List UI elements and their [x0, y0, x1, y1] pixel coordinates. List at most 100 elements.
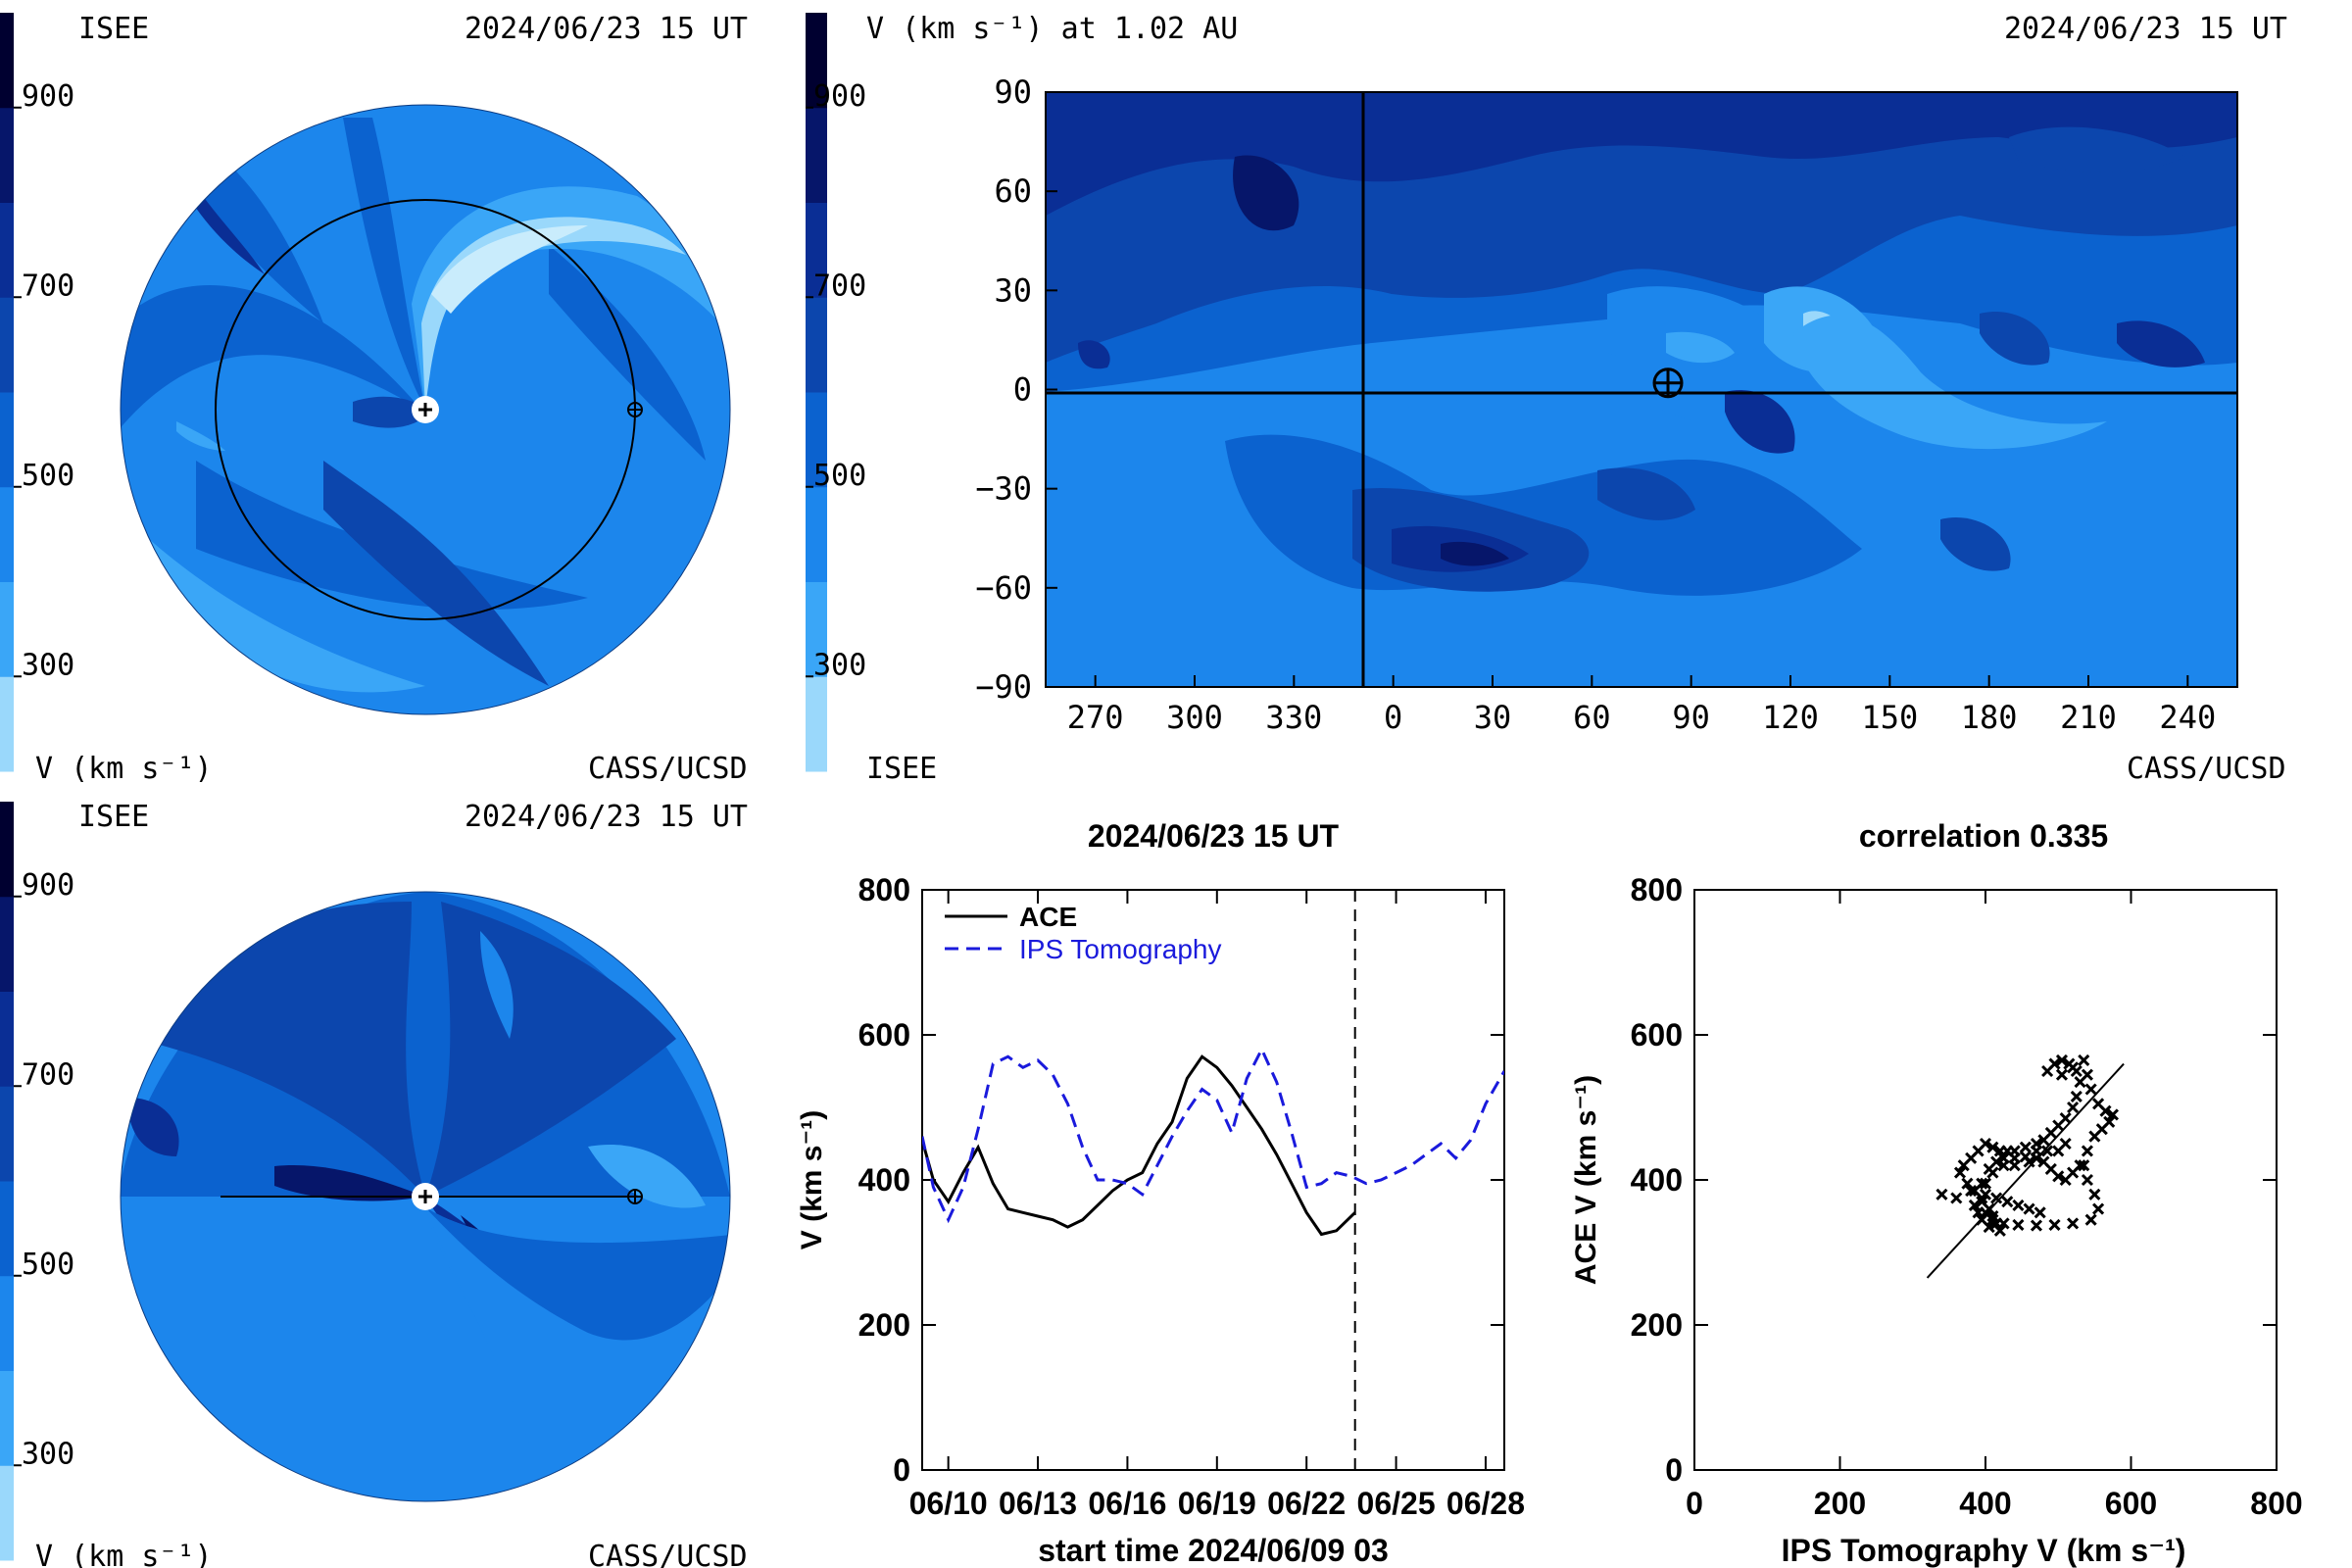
map-x-tick-label: 90 — [1672, 699, 1710, 736]
ts-y-tick-label: 800 — [858, 872, 910, 907]
map-x-tick-label: 180 — [1961, 699, 2018, 736]
scatter-point — [2106, 1108, 2119, 1121]
map-y-tick-label: −90 — [975, 668, 1032, 706]
colorbar-tick-label: 300 — [813, 648, 866, 682]
ecliptic-left-label: ISEE — [78, 12, 149, 46]
scatter-xlabel: IPS Tomography V (km s⁻¹) — [1782, 1533, 2186, 1568]
colorbar-tick-label: 900 — [22, 868, 74, 903]
scatter-point — [2055, 1068, 2069, 1081]
scatter-point — [2023, 1202, 2035, 1215]
scatter-point — [1953, 1166, 1967, 1179]
map-y-tick-label: 30 — [994, 271, 1032, 309]
scatter-point — [2067, 1101, 2080, 1114]
sc-x-tick-label: 0 — [1686, 1486, 1703, 1521]
colorbar-band — [806, 581, 827, 677]
scatter-point — [2067, 1061, 2080, 1074]
scatter-point — [1979, 1177, 1992, 1190]
sc-x-tick-label: 400 — [1959, 1486, 2011, 1521]
scatter-point — [2092, 1202, 2105, 1215]
timeseries-ylabel: V (km s⁻¹) — [796, 1110, 828, 1250]
scatter-point — [1979, 1188, 1992, 1200]
ts-x-tick-label: 06/16 — [1088, 1486, 1166, 1521]
map-x-tick-label: 0 — [1384, 699, 1402, 736]
map-bottom-right: CASS/UCSD — [2127, 752, 2286, 786]
scatter-point — [1979, 1206, 1992, 1219]
ecliptic-panel: 900 700 500 300 ISEE 2024/06/23 15 UT V (km… — [0, 12, 748, 786]
scatter-point — [1986, 1209, 1999, 1223]
colorbar-tick-label: 900 — [813, 79, 866, 114]
scatter-point — [2088, 1188, 2101, 1200]
series-line-ace — [922, 1054, 1356, 1237]
map-x-tick-label: 30 — [1474, 699, 1512, 736]
ecliptic-speed-map — [120, 104, 731, 715]
scatter-point — [2030, 1145, 2043, 1157]
colorbar-band — [806, 107, 827, 203]
scatter-point — [1986, 1166, 1999, 1179]
meridional-units-label: V (km s⁻¹) — [35, 1540, 213, 1568]
ts-x-tick-label: 06/19 — [1178, 1486, 1256, 1521]
scatter-y-ticks: 0 200 400 600 800 — [1631, 872, 2277, 1488]
scatter-title: correlation 0.335 — [1859, 818, 2108, 854]
scatter-point — [2084, 1213, 2097, 1226]
scatter-point — [1997, 1159, 2010, 1172]
sc-y-tick-label: 0 — [1665, 1452, 1683, 1488]
scatter-point — [1986, 1141, 1999, 1153]
colorbar-band — [0, 896, 14, 992]
ts-y-tick-label: 600 — [858, 1017, 910, 1053]
scatter-point — [2019, 1151, 2032, 1163]
ts-x-tick-label: 06/25 — [1357, 1486, 1436, 1521]
scatter-point — [2084, 1083, 2097, 1096]
map-x-tick-label: 330 — [1265, 699, 1322, 736]
sun-marker — [412, 396, 439, 423]
scatter-point — [2030, 1219, 2043, 1232]
scatter-points — [1936, 1054, 2119, 1237]
colorbar-tick-label: 300 — [22, 648, 74, 682]
colorbar-band — [0, 1465, 14, 1561]
colorbar-band — [0, 202, 14, 298]
colorbar-band — [0, 13, 14, 109]
scatter-point — [1957, 1159, 1970, 1172]
colorbar-band — [806, 676, 827, 772]
scatter-point — [1968, 1185, 1981, 1198]
ts-y-tick-label: 200 — [858, 1307, 910, 1343]
colorbar-middle-top — [806, 13, 827, 772]
sc-x-tick-label: 600 — [2105, 1486, 2157, 1521]
meridional-earth-marker — [627, 1189, 643, 1204]
colorbar-band — [806, 13, 827, 109]
scatter-point — [2012, 1218, 2025, 1231]
map-x-tick-label: 120 — [1762, 699, 1819, 736]
map-y-tick-label: −30 — [975, 470, 1032, 508]
sc-y-tick-label: 600 — [1631, 1017, 1683, 1053]
meridional-left-label: ISEE — [78, 800, 149, 834]
earth-marker — [627, 402, 643, 417]
scatter-point — [2052, 1170, 2065, 1183]
scatter-point — [1950, 1192, 1963, 1204]
ts-x-tick-label: 06/13 — [999, 1486, 1077, 1521]
scatter-point — [2001, 1196, 2014, 1208]
map-date: 2024/06/23 15 UT — [2004, 12, 2287, 46]
timeseries-x-ticks: 06/10 06/13 06/16 06/19 06/22 06/25 06/28 — [909, 890, 1525, 1521]
colorbar-band — [0, 107, 14, 203]
colorbar-band — [806, 486, 827, 582]
legend-ace-label: ACE — [1019, 902, 1077, 932]
colorbar-band — [0, 1086, 14, 1182]
map-x-ticks: 270 300 330 0 30 60 90 120 150 180 210 240 — [1067, 675, 2216, 736]
sc-x-tick-label: 200 — [1814, 1486, 1866, 1521]
map-earth-marker — [1652, 368, 1684, 399]
colorbar-ticks-middle-top: 900 700 500 300 — [806, 79, 866, 682]
ts-x-tick-label: 06/28 — [1446, 1486, 1525, 1521]
scatter-point — [2041, 1064, 2054, 1078]
colorbar-ticks-left-top: 900 700 500 300 — [14, 79, 74, 682]
scatter-point — [1990, 1155, 2003, 1168]
map-x-tick-label: 300 — [1166, 699, 1223, 736]
colorbar-tick-label: 500 — [22, 1248, 74, 1282]
scatter-point — [1997, 1217, 2010, 1230]
map-y-ticks: 90 60 30 0 −30 −60 −90 — [975, 74, 1057, 706]
sc-y-tick-label: 200 — [1631, 1307, 1683, 1343]
colorbar-band — [0, 1275, 14, 1371]
timeseries-title: 2024/06/23 15 UT — [1088, 818, 1340, 854]
colorbar-tick-label: 500 — [22, 459, 74, 493]
scatter-point — [2055, 1054, 2069, 1066]
